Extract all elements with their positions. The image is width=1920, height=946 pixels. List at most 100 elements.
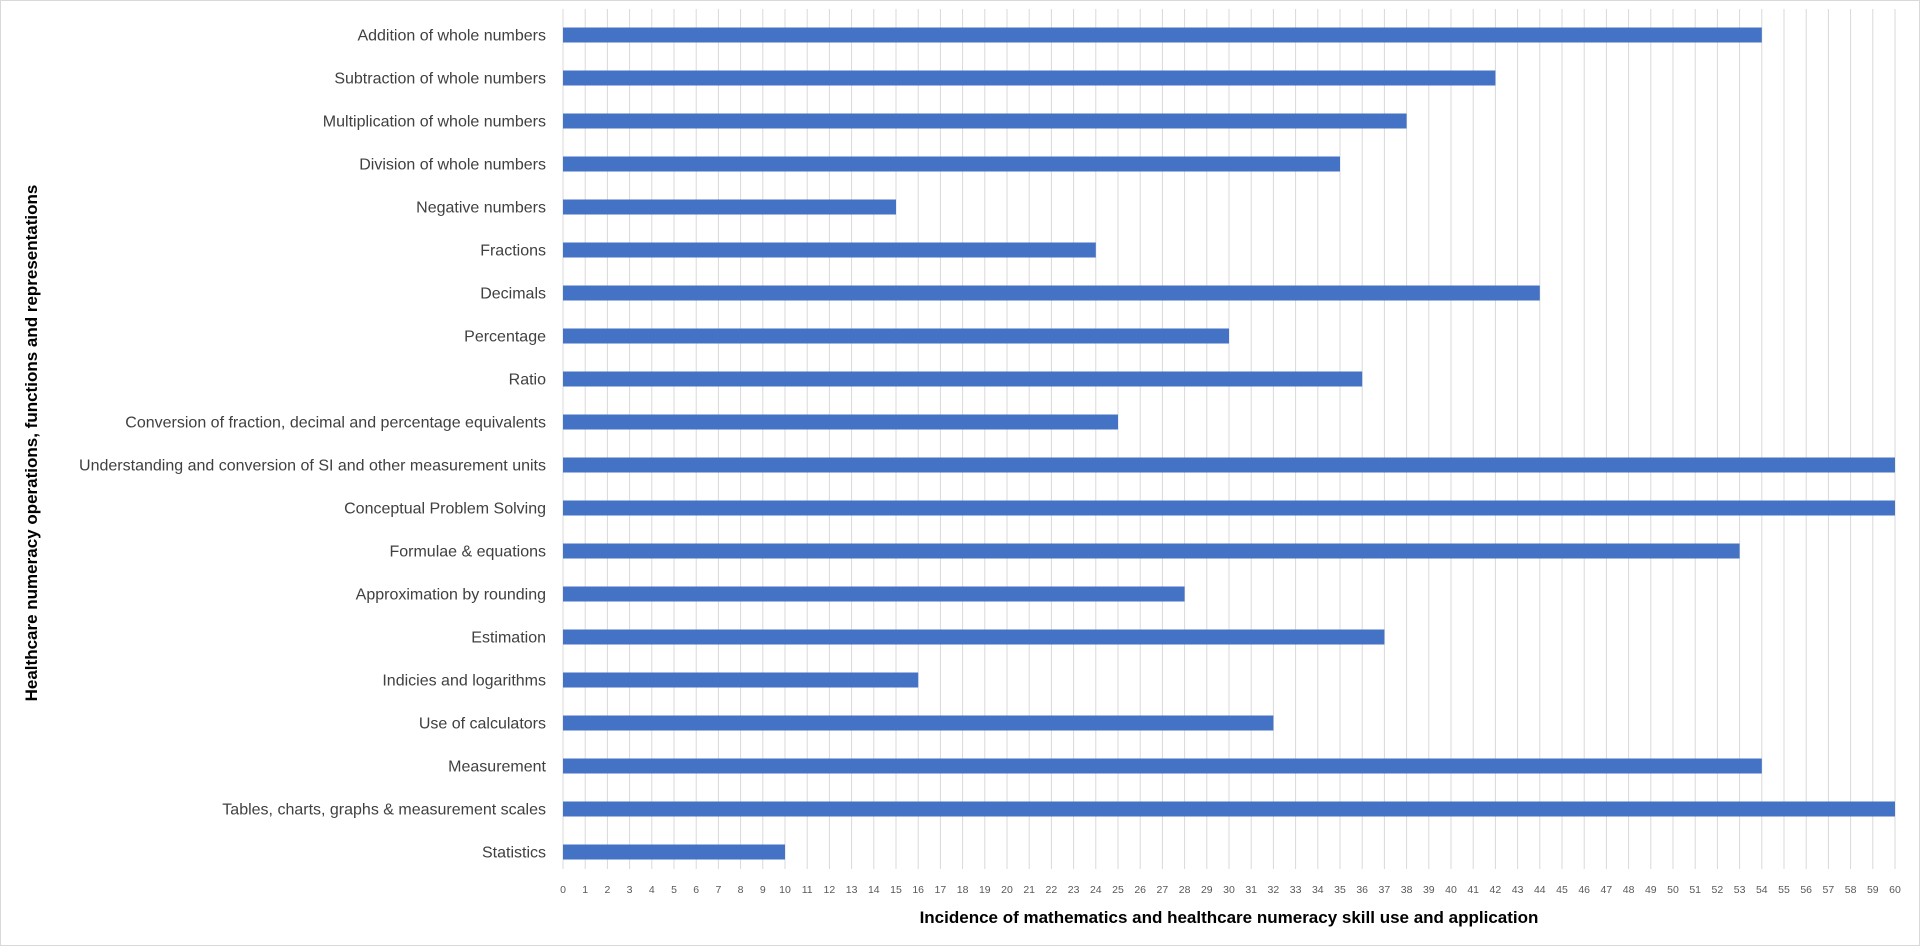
bar [563,758,1762,774]
x-tick-label: 1 [582,884,588,896]
x-tick-label: 50 [1667,884,1679,896]
x-tick-label: 43 [1512,884,1524,896]
x-tick-label: 19 [979,884,991,896]
x-tick-label: 51 [1689,884,1701,896]
bar [563,199,896,215]
bar [563,844,785,860]
x-tick-label: 48 [1623,884,1635,896]
category-label: Subtraction of whole numbers [334,71,546,88]
x-tick-label: 33 [1290,884,1302,896]
category-label: Conceptual Problem Solving [344,501,546,518]
x-tick-label: 36 [1356,884,1368,896]
category-label: Percentage [464,329,546,346]
x-tick-label: 13 [846,884,858,896]
bar [563,500,1895,516]
x-tick-label: 8 [738,884,744,896]
x-tick-label: 28 [1179,884,1191,896]
bar [563,543,1740,559]
x-tick-label: 12 [824,884,836,896]
bar [563,27,1762,43]
category-label: Statistics [482,845,546,862]
x-tick-label: 52 [1712,884,1724,896]
category-label: Estimation [471,630,546,647]
x-tick-label: 11 [802,884,813,896]
x-tick-label: 4 [649,884,655,896]
x-tick-label: 32 [1268,884,1280,896]
x-tick-label: 20 [1001,884,1013,896]
x-tick-label: 45 [1556,884,1568,896]
x-tick-label: 34 [1312,884,1324,896]
bar [563,328,1229,344]
category-label: Formulae & equations [389,544,546,561]
x-tick-label: 41 [1467,884,1479,896]
x-axis-title: Incidence of mathematics and healthcare … [920,908,1539,927]
x-tick-label: 5 [671,884,677,896]
category-label: Multiplication of whole numbers [323,114,546,131]
x-tick-label: 9 [760,884,766,896]
x-tick-label: 30 [1223,884,1235,896]
bar [563,156,1340,172]
bar [563,715,1274,731]
x-tick-label: 0 [560,884,566,896]
gridlines [562,9,1896,869]
category-label: Fractions [480,243,546,260]
bar [563,371,1363,387]
bar [563,586,1185,602]
x-tick-label: 7 [715,884,721,896]
x-tick-label: 14 [868,884,880,896]
x-tick-label: 54 [1756,884,1768,896]
category-label: Conversion of fraction, decimal and perc… [125,415,546,432]
x-tick-label: 38 [1401,884,1413,896]
x-tick-label: 40 [1445,884,1457,896]
x-tick-label: 24 [1090,884,1102,896]
category-label: Approximation by rounding [356,587,546,604]
category-label: Use of calculators [419,716,546,733]
bar [563,242,1096,258]
x-tick-label: 6 [693,884,699,896]
x-tick-label: 17 [935,884,947,896]
x-tick-label: 16 [912,884,924,896]
category-label: Indicies and logarithms [382,673,546,690]
category-label: Division of whole numbers [359,157,546,174]
x-tick-label: 49 [1645,884,1657,896]
x-tick-label: 35 [1334,884,1346,896]
x-tick-label: 15 [890,884,902,896]
category-label: Ratio [509,372,546,389]
x-tick-label: 23 [1068,884,1080,896]
x-tick-label: 26 [1134,884,1146,896]
x-tick-label: 42 [1490,884,1502,896]
x-tick-label: 56 [1800,884,1812,896]
x-tick-label: 59 [1867,884,1879,896]
x-tick-label: 3 [627,884,633,896]
x-tick-label: 53 [1734,884,1746,896]
category-label: Understanding and conversion of SI and o… [79,458,546,475]
x-tick-label: 2 [604,884,610,896]
category-label: Negative numbers [416,200,546,217]
x-tick-label: 27 [1157,884,1169,896]
x-tick-label: 55 [1778,884,1790,896]
x-tick-label: 39 [1423,884,1435,896]
x-tick-label: 25 [1112,884,1124,896]
x-tick-labels: 0 1 2 3 4 5 6 7 8 9 10 11 12 13 14 15 16 17 18 19 20 21 22 23 24… [560,884,1901,896]
x-tick-label: 47 [1601,884,1613,896]
x-tick-label: 31 [1245,884,1257,896]
x-tick-label: 60 [1889,884,1901,896]
x-tick-label: 18 [957,884,969,896]
category-label: Tables, charts, graphs & measurement sca… [222,802,546,819]
x-tick-label: 44 [1534,884,1546,896]
bar [563,113,1407,129]
bar [563,70,1496,86]
y-axis-title: Healthcare numeracy operations, function… [22,185,41,702]
bar [563,672,919,688]
bar [563,629,1385,645]
bar [563,457,1895,473]
x-tick-label: 21 [1023,884,1035,896]
category-labels: Addition of whole numbers Subtraction of … [79,28,547,862]
x-tick-label: 22 [1046,884,1058,896]
category-label: Measurement [448,759,546,776]
bar [563,414,1118,430]
x-tick-label: 37 [1379,884,1391,896]
bar [563,801,1895,817]
